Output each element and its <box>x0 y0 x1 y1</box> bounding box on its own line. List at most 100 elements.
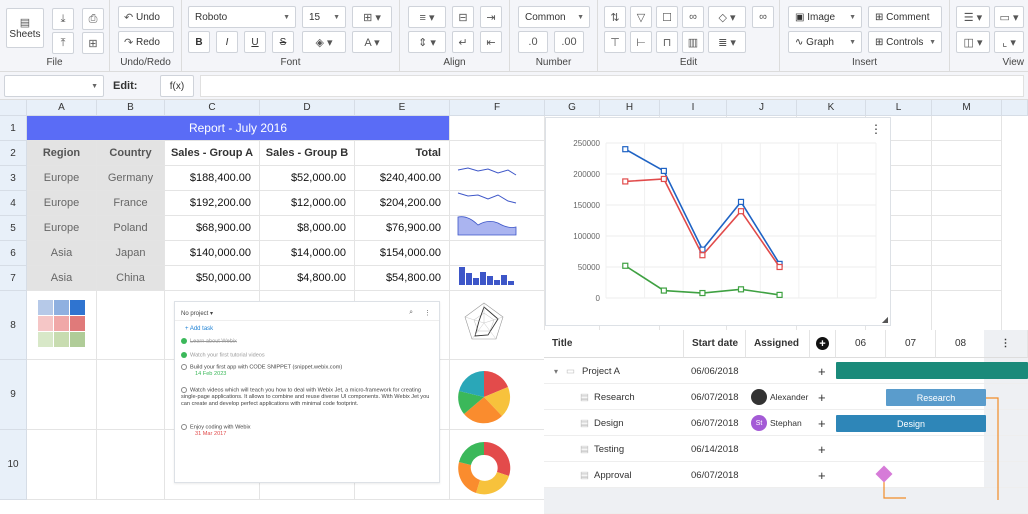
data-point[interactable] <box>660 175 667 183</box>
font-size-select[interactable]: 15 ▼ <box>302 6 346 28</box>
report-cell[interactable]: Europe <box>27 166 97 191</box>
add-task-link[interactable]: + Add task <box>185 326 214 332</box>
column-header[interactable]: M <box>932 100 1002 116</box>
column-header[interactable]: A <box>27 100 97 116</box>
valign-button[interactable]: ⇕ ▾ <box>408 31 446 53</box>
row-header[interactable]: 4 <box>0 191 27 216</box>
data-point[interactable] <box>699 252 706 259</box>
grid-cell[interactable] <box>97 430 165 500</box>
column-header[interactable]: D <box>260 100 355 116</box>
add-subtask-icon[interactable]: + <box>818 467 826 483</box>
check-circle-icon[interactable] <box>181 338 187 344</box>
row-header[interactable]: 3 <box>0 166 27 191</box>
strike-button[interactable]: S <box>272 31 294 53</box>
report-cell[interactable]: $240,400.00 <box>355 166 450 191</box>
report-cell[interactable]: $154,000.00 <box>355 241 450 266</box>
grid-cell[interactable] <box>27 291 97 360</box>
halign-button[interactable]: ≡ ▾ <box>408 6 446 28</box>
data-point[interactable] <box>660 287 667 294</box>
row-header[interactable]: 7 <box>0 266 27 291</box>
grid-cell[interactable] <box>866 191 932 216</box>
grid-cell[interactable] <box>932 116 1002 141</box>
report-cell[interactable]: Asia <box>27 241 97 266</box>
resize-handle-icon[interactable]: ◢ <box>881 315 888 324</box>
row-header[interactable]: 10 <box>0 430 27 500</box>
borders-button[interactable]: ⊞ ▾ <box>352 6 392 28</box>
report-cell[interactable]: $4,800.00 <box>260 266 355 291</box>
column-header[interactable]: B <box>97 100 165 116</box>
grid-cell[interactable] <box>866 166 932 191</box>
report-cell[interactable]: Europe <box>27 216 97 241</box>
view-gridlines-button[interactable]: ▭ ▾ <box>994 6 1024 28</box>
data-point[interactable] <box>622 262 629 269</box>
data-point[interactable] <box>660 167 667 175</box>
increase-decimals-button[interactable]: .0 <box>518 31 548 53</box>
report-header[interactable]: Region <box>27 141 97 166</box>
row-header[interactable]: 9 <box>0 360 27 430</box>
chart-menu-icon[interactable]: ⋮ <box>870 122 882 136</box>
add-subtask-icon[interactable]: + <box>818 441 826 457</box>
column-header[interactable]: E <box>355 100 450 116</box>
row-header[interactable]: 5 <box>0 216 27 241</box>
task-item[interactable]: Watch your first tutorial videos <box>181 352 433 359</box>
row-header[interactable]: 6 <box>0 241 27 266</box>
grid-cell[interactable] <box>932 266 1002 291</box>
cell-name-select[interactable]: ▼ <box>4 75 104 97</box>
row-header[interactable]: 1 <box>0 116 27 141</box>
task-item[interactable]: Enjoy coding with Webix 31 Mar 2017 <box>181 424 433 438</box>
sheets-button[interactable]: ▤ Sheets <box>6 8 44 48</box>
add-subtask-icon[interactable]: + <box>818 415 826 431</box>
find-button[interactable]: ∞ <box>752 6 774 28</box>
wrap-button[interactable]: ↵ <box>452 31 474 53</box>
gantt-row[interactable]: ▤ Design 06/07/2018 St Stephan + <box>544 410 1028 436</box>
validation-button[interactable]: ☐ <box>656 6 678 28</box>
filter-button[interactable]: ▽ <box>630 6 652 28</box>
clear-button[interactable]: ◇ ▾ <box>708 6 746 28</box>
gantt-menu-icon[interactable]: ⋮ <box>984 330 1028 358</box>
grid-cell[interactable] <box>450 241 545 266</box>
grid-cell[interactable] <box>450 166 545 191</box>
expand-icon[interactable]: ▾ <box>554 366 559 376</box>
column-header[interactable]: C <box>165 100 260 116</box>
column-header[interactable]: H <box>600 100 660 116</box>
graph-select[interactable]: ∿ Graph ▼ <box>788 31 862 53</box>
grid-cell[interactable] <box>450 216 545 241</box>
grid-cell[interactable] <box>866 116 932 141</box>
gantt-row[interactable]: ▤ Testing 06/14/2018 + <box>544 436 1028 462</box>
corner-cell[interactable] <box>0 100 27 116</box>
task-item[interactable]: Build your first app with CODE SNIPPET (… <box>181 364 433 378</box>
column-header[interactable]: G <box>545 100 600 116</box>
grid-cell[interactable] <box>97 291 165 360</box>
report-cell[interactable]: $140,000.00 <box>165 241 260 266</box>
sort-button[interactable]: ⇅ <box>604 6 626 28</box>
report-cell[interactable]: $52,000.00 <box>260 166 355 191</box>
report-cell[interactable]: Germany <box>97 166 165 191</box>
data-point[interactable] <box>699 289 706 297</box>
column-header[interactable]: L <box>866 100 932 116</box>
add-subtask-icon[interactable]: + <box>818 389 826 405</box>
column-header[interactable]: K <box>797 100 866 116</box>
decrease-decimals-button[interactable]: .00 <box>554 31 584 53</box>
more-icon[interactable]: ⋮ <box>424 310 431 317</box>
view-cols-button[interactable]: ◫ ▾ <box>956 31 990 53</box>
font-family-select[interactable]: Roboto ▼ <box>188 6 296 28</box>
formula-input[interactable] <box>200 75 1024 97</box>
column-header[interactable]: F <box>450 100 545 116</box>
grid-cell[interactable] <box>932 191 1002 216</box>
report-cell[interactable]: $204,200.00 <box>355 191 450 216</box>
gantt-row[interactable]: ▤ Approval 06/07/2018 + <box>544 462 1028 488</box>
fx-button[interactable]: f(x) <box>160 75 194 97</box>
column-header[interactable]: J <box>727 100 797 116</box>
indent-button[interactable]: ⇥ <box>480 6 502 28</box>
redo-button[interactable]: ↷ Redo <box>118 31 174 53</box>
gantt-header-assigned[interactable]: Assigned <box>746 330 810 358</box>
report-cell[interactable]: Asia <box>27 266 97 291</box>
report-header[interactable]: Sales - Group A <box>165 141 260 166</box>
comment-button[interactable]: ⊞ Comment <box>868 6 942 28</box>
task-item[interactable]: Learn about Webix <box>181 338 433 345</box>
data-point[interactable] <box>737 208 745 215</box>
merge-button[interactable]: ⊟ <box>452 6 474 28</box>
underline-button[interactable]: U <box>244 31 266 53</box>
print-button[interactable]: ⎙ <box>82 8 104 30</box>
controls-select[interactable]: ⊞ Controls ▼ <box>868 31 942 53</box>
